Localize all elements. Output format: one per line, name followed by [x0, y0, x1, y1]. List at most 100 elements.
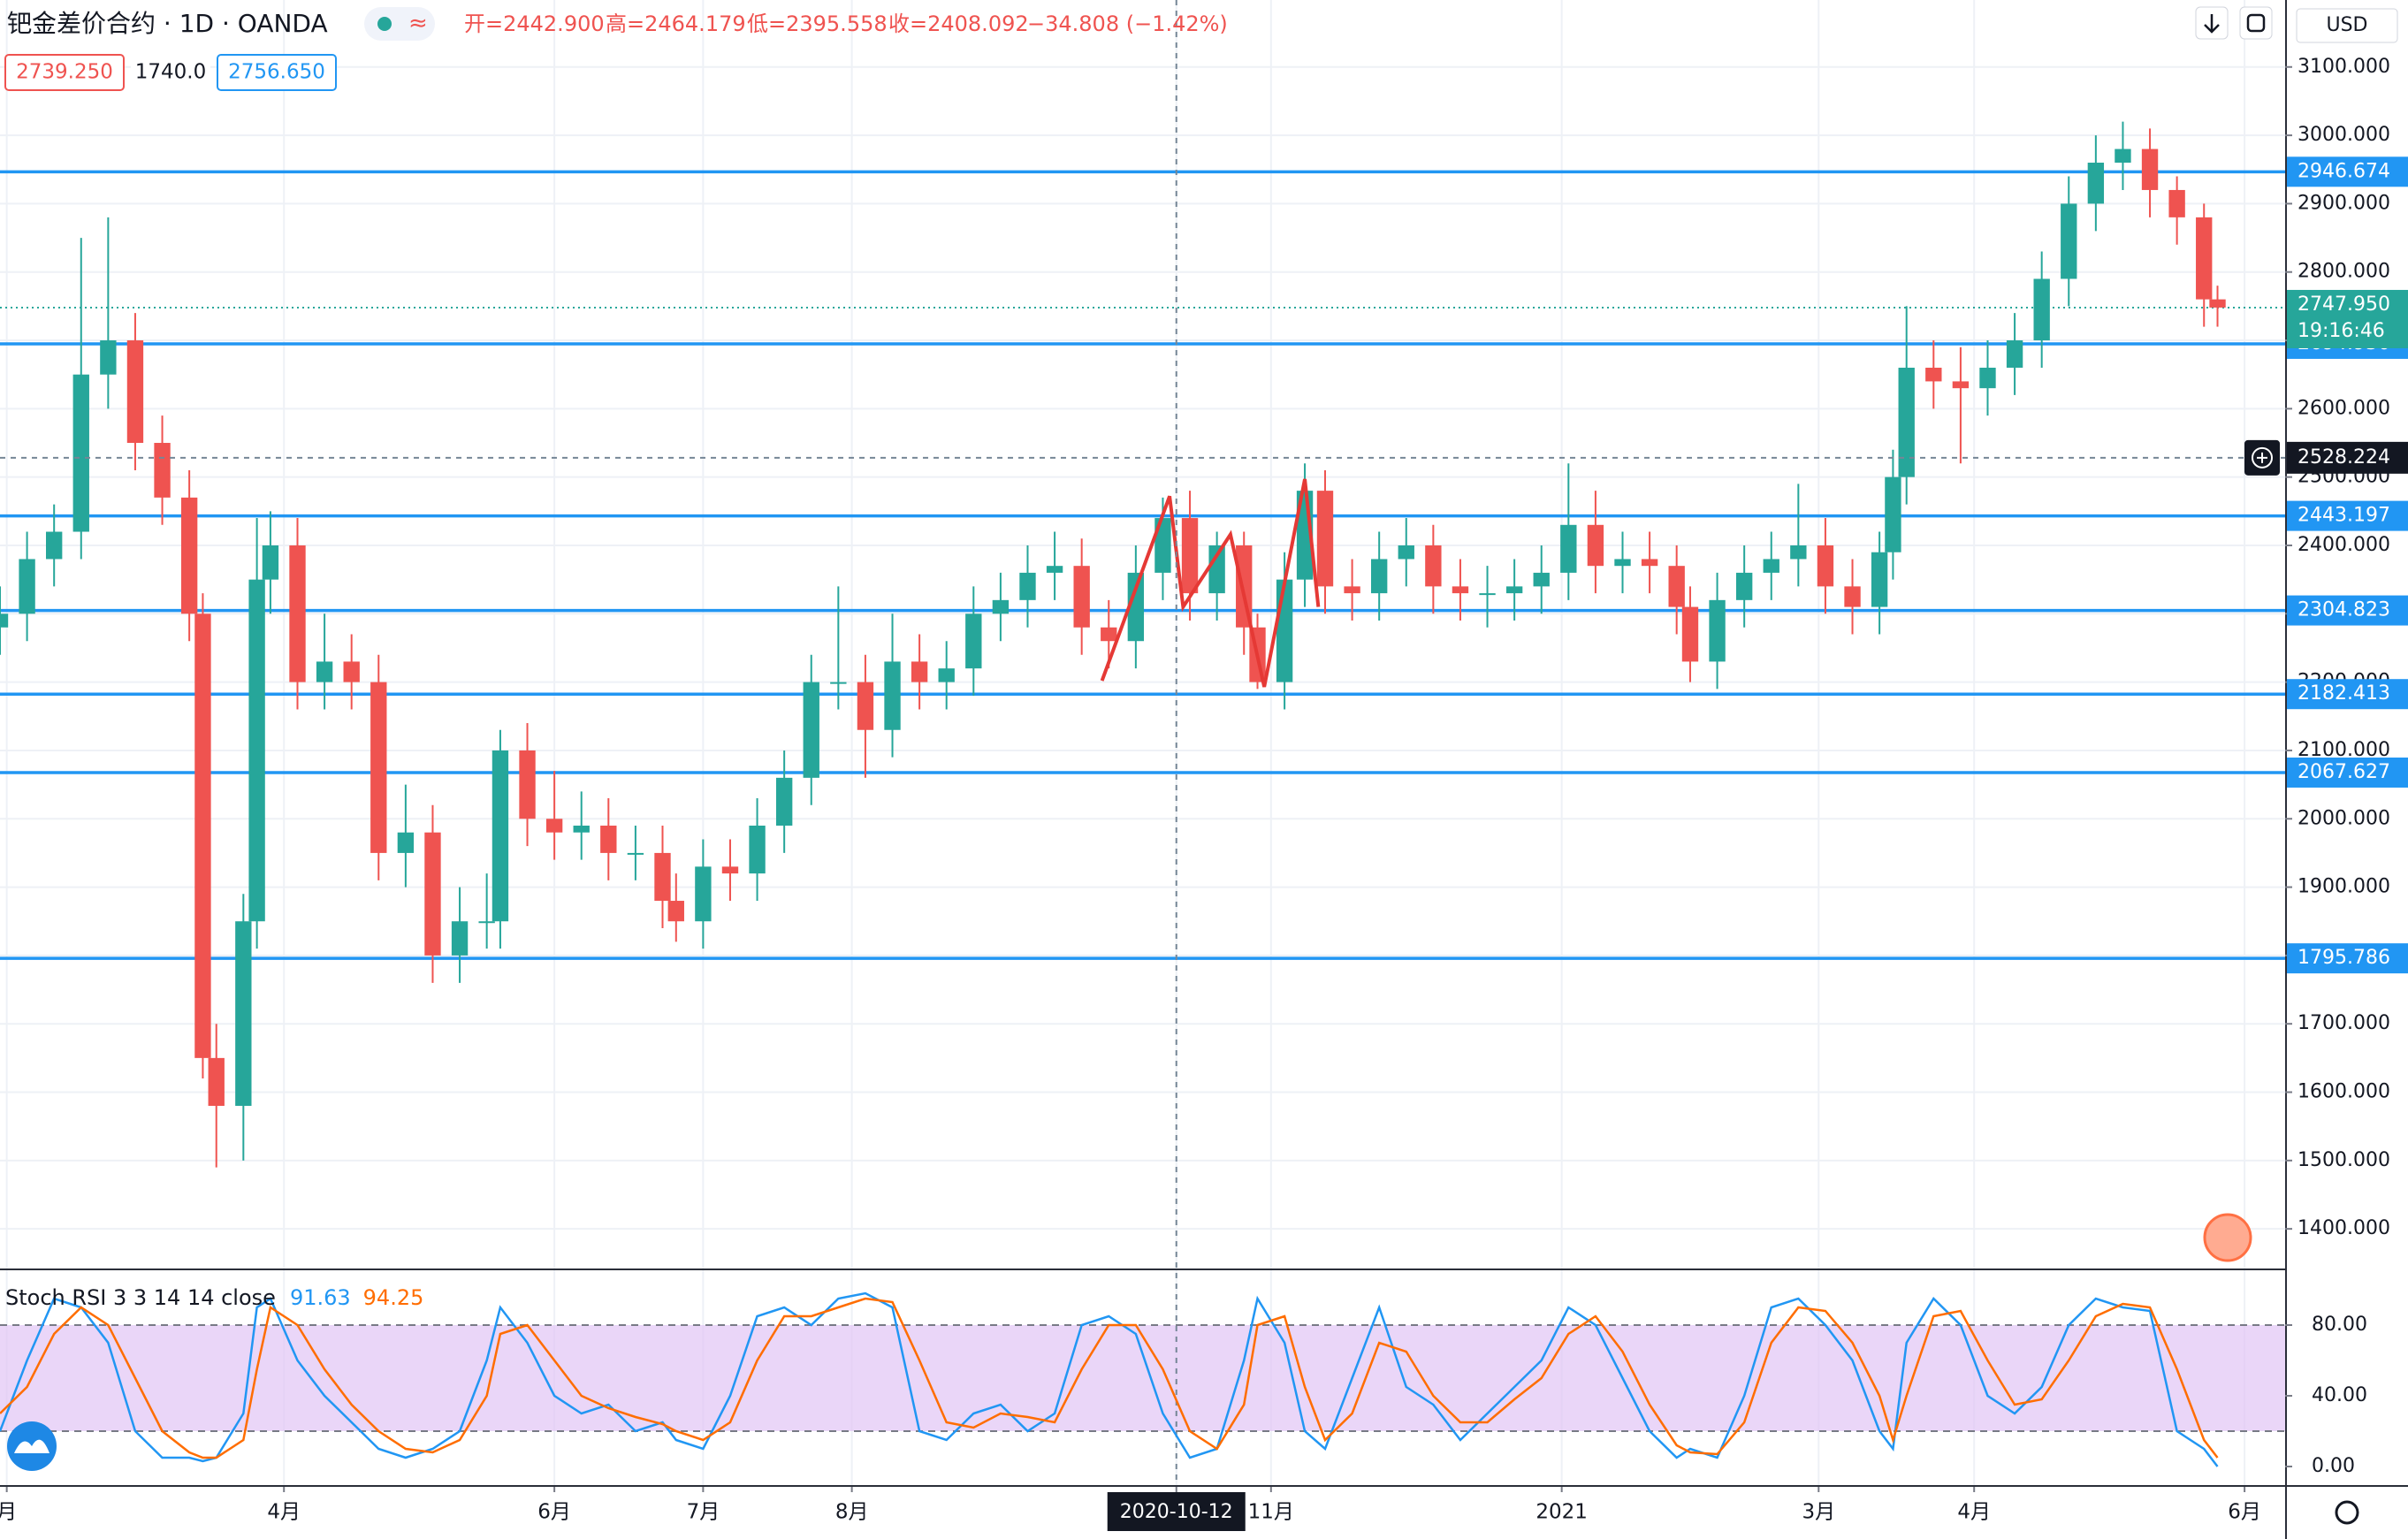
candle-body [1668, 566, 1685, 607]
x-tick-label: 7月 [687, 1501, 720, 1524]
candle-body [1479, 593, 1496, 596]
badge-label: 2756.650 [228, 61, 325, 84]
candle-body [600, 825, 617, 853]
candle-body [803, 682, 819, 778]
candle-body [72, 374, 89, 532]
candle-body [1046, 566, 1063, 573]
y-tick-label: 0.00 [2312, 1455, 2355, 1477]
candle-body [1979, 367, 1996, 389]
chart-title: 钯金差价合约 · 1D · OANDA [7, 9, 328, 38]
candle-body [289, 545, 306, 682]
candle-body [2061, 203, 2077, 279]
level-label-box [2287, 757, 2408, 788]
order-badges: 2739.250 1740.0 2756.650 [4, 54, 337, 91]
indicator-readout: 94.25 [363, 1285, 424, 1310]
crosshair-price-box [2287, 441, 2408, 474]
badge-box[interactable] [217, 54, 337, 91]
candle-body [1452, 586, 1469, 594]
candle-body [1871, 552, 1888, 607]
settings-icon[interactable] [2335, 1500, 2359, 1525]
candle-body [1101, 627, 1117, 642]
stoch-line [0, 1297, 2219, 1459]
candle-body [0, 613, 9, 628]
y-tick-label: 2400.000 [2298, 534, 2390, 556]
candle-body [248, 579, 265, 922]
badge-box[interactable] [131, 55, 210, 90]
candle-body [1735, 572, 1753, 600]
x-tick-label: 8月 [835, 1501, 869, 1524]
candle-body [654, 852, 671, 902]
event-icon[interactable] [2203, 1213, 2252, 1262]
logo-mark [14, 1439, 50, 1453]
candle-body [1425, 545, 1442, 587]
candle-body [1763, 559, 1779, 573]
crosshair-price-label: 2528.224 [2298, 446, 2390, 469]
y-tick-label: 1500.000 [2298, 1149, 2390, 1171]
x-tick-label: 6月 [2228, 1501, 2261, 1524]
add-icon [2252, 446, 2273, 469]
candle-body [992, 599, 1010, 614]
candle-body [573, 825, 590, 833]
candle-body [667, 901, 684, 922]
status-pill[interactable] [364, 7, 435, 41]
candle-body [2141, 149, 2159, 190]
y-tick-label: 1600.000 [2298, 1081, 2390, 1103]
currency-box[interactable] [2296, 8, 2398, 43]
candle-body [1127, 572, 1145, 642]
candle-body [235, 921, 252, 1106]
zigzag-drawing [1100, 478, 1321, 688]
indicator-legend: Stoch RSI 3 3 14 14 close 91.63 94.25 [5, 1285, 423, 1310]
candle-body [721, 866, 739, 874]
candle-body [1790, 545, 1807, 560]
candle-body [46, 531, 63, 560]
ohlc-value: 低=2395.558 [747, 11, 888, 36]
candle-body [1316, 491, 1334, 587]
grid [0, 0, 2285, 1492]
candle-body [1505, 586, 1523, 594]
candle-body [627, 852, 644, 855]
overlay: 月 4月 6月 7月 8月 2020-10-12 11月 2021 3月 4月 6月 1400.000… [0, 56, 2408, 1531]
candle-body [1073, 566, 1090, 628]
stoch-line [0, 1291, 2219, 1467]
ohlc-value: 收=2408.092 [888, 11, 1029, 36]
x-tick-label: 6月 [537, 1501, 571, 1524]
badge-box[interactable] [4, 54, 125, 91]
ohlc-value: 开=2442.900 [464, 11, 605, 36]
reset-icon [2246, 13, 2266, 33]
candle-body [545, 819, 563, 833]
candle-body [1587, 524, 1604, 567]
candle-body [2033, 278, 2050, 341]
candle-body [343, 661, 360, 682]
plot [0, 0, 2285, 1485]
level-label-box [2287, 943, 2408, 974]
candle-body [1154, 518, 1171, 573]
y-tick-label: 1400.000 [2298, 1217, 2390, 1239]
candle-body [1681, 606, 1699, 662]
last-price-label: 2747.950 [2298, 293, 2390, 316]
x-tick-label: 11月 [1248, 1501, 1294, 1524]
level-label-box [2287, 595, 2408, 626]
y-tick-label: 1900.000 [2298, 876, 2390, 898]
y-tick-label: 2600.000 [2298, 397, 2390, 419]
candle-body [749, 825, 766, 874]
y-tick-label: 80.00 [2312, 1314, 2367, 1336]
candle-body [478, 921, 495, 924]
candle-body [1844, 586, 1861, 607]
reset-button[interactable] [2239, 6, 2273, 40]
candle-body [1371, 559, 1388, 594]
candle-body [2006, 340, 2023, 368]
candle-body [492, 750, 509, 922]
candle-body [180, 497, 198, 614]
candle-body [1709, 599, 1726, 662]
candle-body [2168, 189, 2185, 217]
x-tick-label: 4月 [1957, 1501, 1991, 1524]
candle-body [126, 340, 144, 444]
candle-body [1898, 367, 1915, 477]
candle-body [194, 613, 211, 1058]
x-tick-label: 2020-10-12 [1120, 1501, 1233, 1523]
candle-body [938, 668, 955, 682]
candle-body [370, 682, 387, 853]
indicator-title: Stoch RSI 3 3 14 14 close [5, 1285, 276, 1310]
candle-body [1398, 545, 1414, 560]
